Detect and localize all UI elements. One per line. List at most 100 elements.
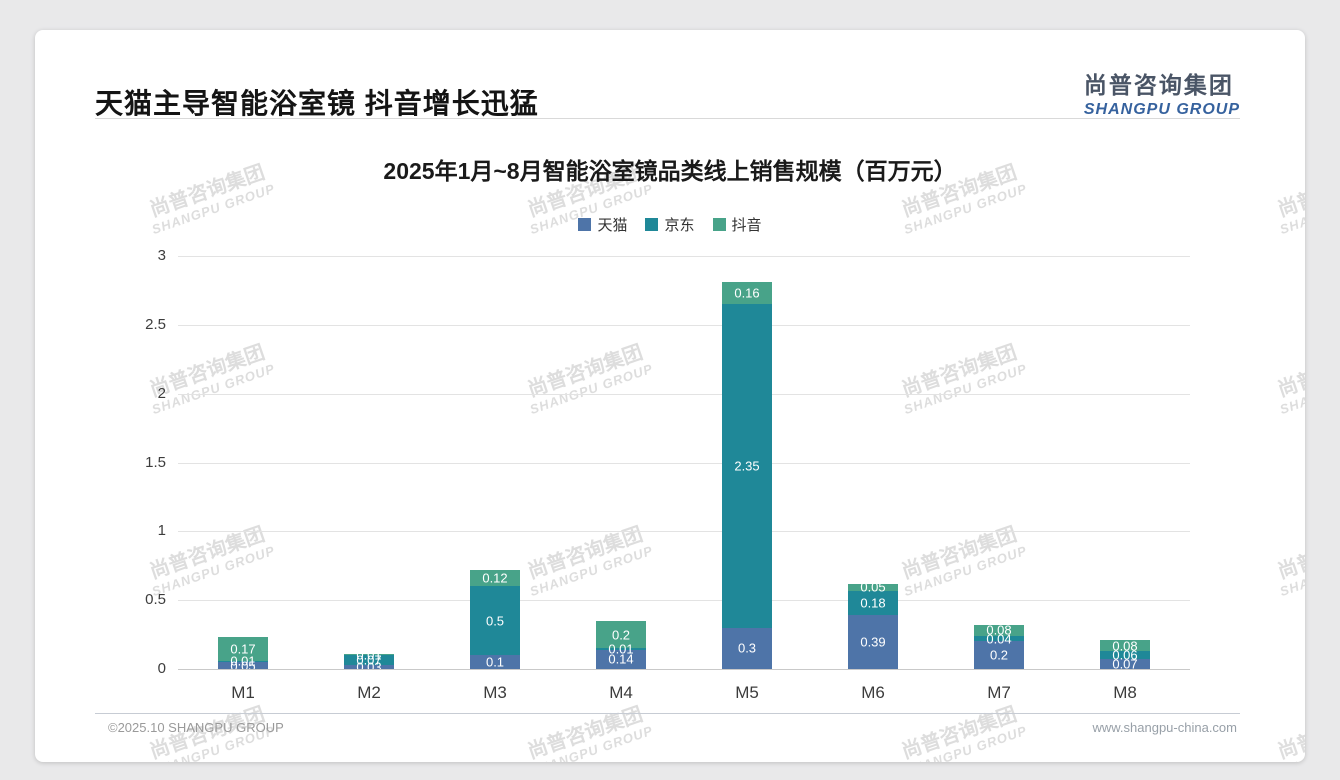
y-tick-label: 1.5 [145,453,166,471]
segment-京东-M1: 0.01 [218,655,268,668]
y-tick-label: 2 [157,384,166,402]
segment-抖音-M3: 0.12 [470,569,520,587]
data-label: 0.01 [608,641,634,657]
plot-area: 3 2.5 2 1.5 1 0.5 0 0.05 0.01 0.17 M1 0.03 0.07 0.01 M… [145,247,1190,702]
data-label: 0.08 [1112,638,1138,654]
data-label: 0.08 [986,622,1012,638]
segment-天猫-M3: 0.1 [470,655,520,669]
bar-M8: 0.07 0.06 0.08 [1100,638,1150,672]
bar-M1: 0.05 0.01 0.17 [218,637,268,674]
data-label: 0.01 [356,647,382,663]
data-label: 0.5 [485,613,505,629]
x-tick-text: M7 [987,683,1011,702]
page-title: 天猫主导智能浴室镜 抖音增长迅猛 [95,88,539,119]
legend-swatch-icon [645,218,659,231]
y-tick-label: 3 [157,247,166,264]
copyright-text: ©2025.10 SHANGPU GROUP [108,720,284,735]
gridline [178,531,1190,533]
logo-english-name: SHANGPU GROUP [1083,101,1240,118]
segment-京东-M8: 0.06 [1100,647,1150,663]
legend-item-抖音: 抖音 [712,214,762,235]
data-label: 0.06 [1112,647,1138,663]
data-label: 0.07 [1112,656,1138,672]
gridline [178,324,1190,326]
x-tick-text: M8 [1113,683,1137,702]
legend-label: 天猫 [597,217,628,234]
segment-京东-M3: 0.5 [470,586,520,656]
segment-天猫-M8: 0.07 [1100,656,1150,672]
segment-天猫-M4: 0.14 [596,649,646,669]
bar-M3: 0.1 0.5 0.12 [470,569,520,669]
watermark-line2: SHANGPU GROUP [1277,543,1305,600]
bar-M7: 0.2 0.04 0.08 [974,622,1024,669]
data-label: 0.05 [860,579,886,595]
x-tick-text: M4 [609,683,633,702]
data-label: 0.2 [989,647,1009,663]
segment-京东-M7: 0.04 [974,632,1024,645]
data-label: 0.3 [737,640,757,656]
segment-京东-M6: 0.18 [848,590,898,616]
segment-天猫-M7: 0.2 [974,641,1024,669]
legend-swatch-icon [712,218,726,231]
gridline [178,393,1190,395]
x-tick-text: M2 [357,683,381,702]
data-label: 0.05 [230,658,256,674]
segment-抖音-M2: 0.01 [344,648,394,661]
logo-chinese-name: 尚普咨询集团 [1083,72,1234,98]
company-logo: 尚普咨询集团 SHANGPU GROUP [1084,66,1240,119]
data-label: 0.1 [485,654,505,670]
chart-legend: 天猫 京东 抖音 [35,214,1305,235]
data-label: 0.07 [356,652,382,668]
data-label: 0.01 [230,653,256,669]
watermark-line1: 尚普咨询集团 [1275,523,1305,584]
y-tick-label: 0 [157,660,166,677]
data-label: 0.16 [734,285,760,301]
legend-label: 京东 [664,217,695,234]
segment-抖音-M4: 0.2 [596,620,646,649]
segment-天猫-M6: 0.39 [848,615,898,669]
y-tick-label: 1 [157,522,166,540]
bar-M4: 0.14 0.01 0.2 [596,620,646,669]
segment-抖音-M1: 0.17 [218,637,268,661]
segment-京东-M5: 2.35 [722,304,772,628]
footer-divider [95,713,1240,714]
legend-item-京东: 京东 [645,214,695,235]
segment-天猫-M5: 0.3 [722,627,772,669]
x-tick-text: M6 [861,683,885,702]
data-label: 0.18 [860,595,886,611]
data-label: 0.17 [230,641,256,657]
segment-抖音-M7: 0.08 [974,622,1024,638]
data-label: 0.39 [860,634,886,650]
data-label: 0.03 [356,659,382,675]
x-axis-line [178,669,1190,670]
segment-京东-M2: 0.07 [344,652,394,668]
watermark-line2: SHANGPU GROUP [1277,723,1305,762]
bar-M5: 0.3 2.35 0.16 [722,282,772,669]
segment-京东-M4: 0.01 [596,643,646,656]
y-tick-label: 0.5 [145,591,166,609]
legend-label: 抖音 [731,217,762,234]
website-link[interactable]: www.shangpu-china.com [1092,720,1237,735]
header-divider [95,118,1240,119]
footer: ©2025.10 SHANGPU GROUP www.shangpu-china… [108,720,1237,735]
x-tick-text: M1 [231,683,255,702]
legend-swatch-icon [578,218,592,231]
bar-M6: 0.39 0.18 0.05 [848,579,898,669]
gridline [178,600,1190,602]
bar-M2: 0.03 0.07 0.01 [344,648,394,673]
x-tick-text: M5 [735,683,759,702]
report-card: 尚普咨询集团 SHANGPU GROUP 尚普咨询集团 SHANGPU GROUP 尚普… [35,30,1305,762]
segment-抖音-M5: 0.16 [722,282,772,305]
data-label: 0.04 [986,631,1012,647]
segment-抖音-M6: 0.05 [848,579,898,595]
watermark-line1: 尚普咨询集团 [1275,703,1305,762]
gridline [178,462,1190,464]
x-tick-text: M3 [483,683,507,702]
segment-天猫-M2: 0.03 [344,660,394,673]
watermark-line2: SHANGPU GROUP [1277,361,1305,418]
chart-title: 2025年1月~8月智能浴室镜品类线上销售规模（百万元） [383,158,957,184]
data-label: 0.14 [608,651,634,667]
